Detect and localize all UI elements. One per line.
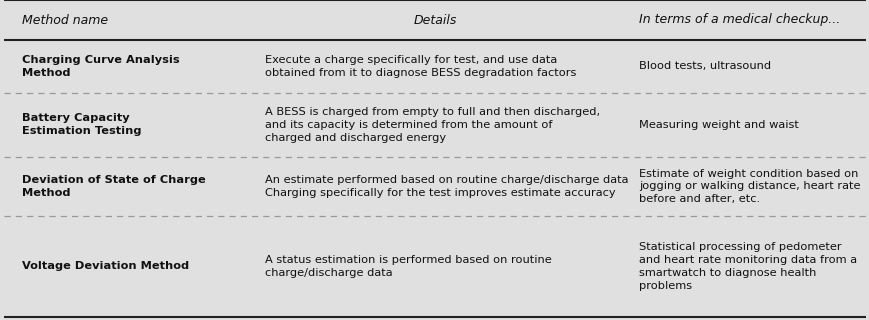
Text: An estimate performed based on routine charge/discharge data: An estimate performed based on routine c… — [265, 175, 628, 185]
Text: Method: Method — [22, 68, 70, 78]
Text: smartwatch to diagnose health: smartwatch to diagnose health — [639, 268, 816, 278]
Text: charged and discharged energy: charged and discharged energy — [265, 132, 446, 143]
Text: Execute a charge specifically for test, and use data: Execute a charge specifically for test, … — [265, 55, 557, 65]
Text: Statistical processing of pedometer: Statistical processing of pedometer — [639, 242, 841, 252]
Text: Method: Method — [22, 188, 70, 198]
Text: Estimate of weight condition based on: Estimate of weight condition based on — [639, 169, 858, 179]
Text: Measuring weight and waist: Measuring weight and waist — [639, 120, 799, 130]
Text: jogging or walking distance, heart rate: jogging or walking distance, heart rate — [639, 181, 860, 191]
Text: Battery Capacity: Battery Capacity — [22, 113, 129, 124]
Text: and heart rate monitoring data from a: and heart rate monitoring data from a — [639, 255, 857, 265]
Text: Details: Details — [413, 13, 456, 27]
Text: Charging Curve Analysis: Charging Curve Analysis — [22, 55, 179, 65]
Text: Voltage Deviation Method: Voltage Deviation Method — [22, 261, 189, 271]
Text: and its capacity is determined from the amount of: and its capacity is determined from the … — [265, 120, 552, 130]
Text: Method name: Method name — [22, 13, 108, 27]
Text: Blood tests, ultrasound: Blood tests, ultrasound — [639, 61, 771, 71]
Text: A BESS is charged from empty to full and then discharged,: A BESS is charged from empty to full and… — [265, 107, 600, 117]
Text: Charging specifically for the test improves estimate accuracy: Charging specifically for the test impro… — [265, 188, 615, 198]
Text: Deviation of State of Charge: Deviation of State of Charge — [22, 175, 205, 185]
Text: Estimation Testing: Estimation Testing — [22, 126, 141, 136]
Text: In terms of a medical checkup...: In terms of a medical checkup... — [639, 13, 839, 27]
Text: obtained from it to diagnose BESS degradation factors: obtained from it to diagnose BESS degrad… — [265, 68, 576, 78]
Text: problems: problems — [639, 281, 692, 291]
Text: before and after, etc.: before and after, etc. — [639, 194, 760, 204]
Text: A status estimation is performed based on routine: A status estimation is performed based o… — [265, 255, 552, 265]
Text: charge/discharge data: charge/discharge data — [265, 268, 393, 278]
